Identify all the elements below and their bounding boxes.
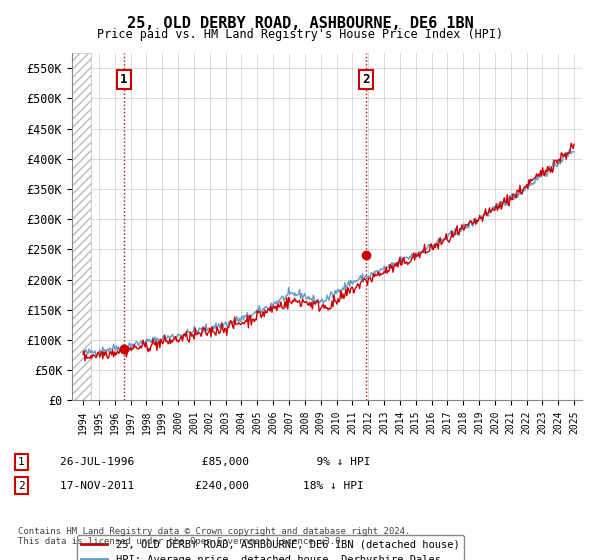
Text: 26-JUL-1996          £85,000          9% ↓ HPI: 26-JUL-1996 £85,000 9% ↓ HPI: [60, 457, 371, 467]
Text: 2: 2: [362, 73, 370, 86]
Legend: 25, OLD DERBY ROAD, ASHBOURNE, DE6 1BN (detached house), HPI: Average price, det: 25, OLD DERBY ROAD, ASHBOURNE, DE6 1BN (…: [77, 535, 464, 560]
Text: Price paid vs. HM Land Registry's House Price Index (HPI): Price paid vs. HM Land Registry's House …: [97, 28, 503, 41]
Text: Contains HM Land Registry data © Crown copyright and database right 2024.
This d: Contains HM Land Registry data © Crown c…: [18, 526, 410, 546]
Text: 25, OLD DERBY ROAD, ASHBOURNE, DE6 1BN: 25, OLD DERBY ROAD, ASHBOURNE, DE6 1BN: [127, 16, 473, 31]
Text: 2: 2: [18, 480, 25, 491]
Text: 17-NOV-2011         £240,000        18% ↓ HPI: 17-NOV-2011 £240,000 18% ↓ HPI: [60, 480, 364, 491]
Text: 1: 1: [18, 457, 25, 467]
Text: 1: 1: [120, 73, 128, 86]
